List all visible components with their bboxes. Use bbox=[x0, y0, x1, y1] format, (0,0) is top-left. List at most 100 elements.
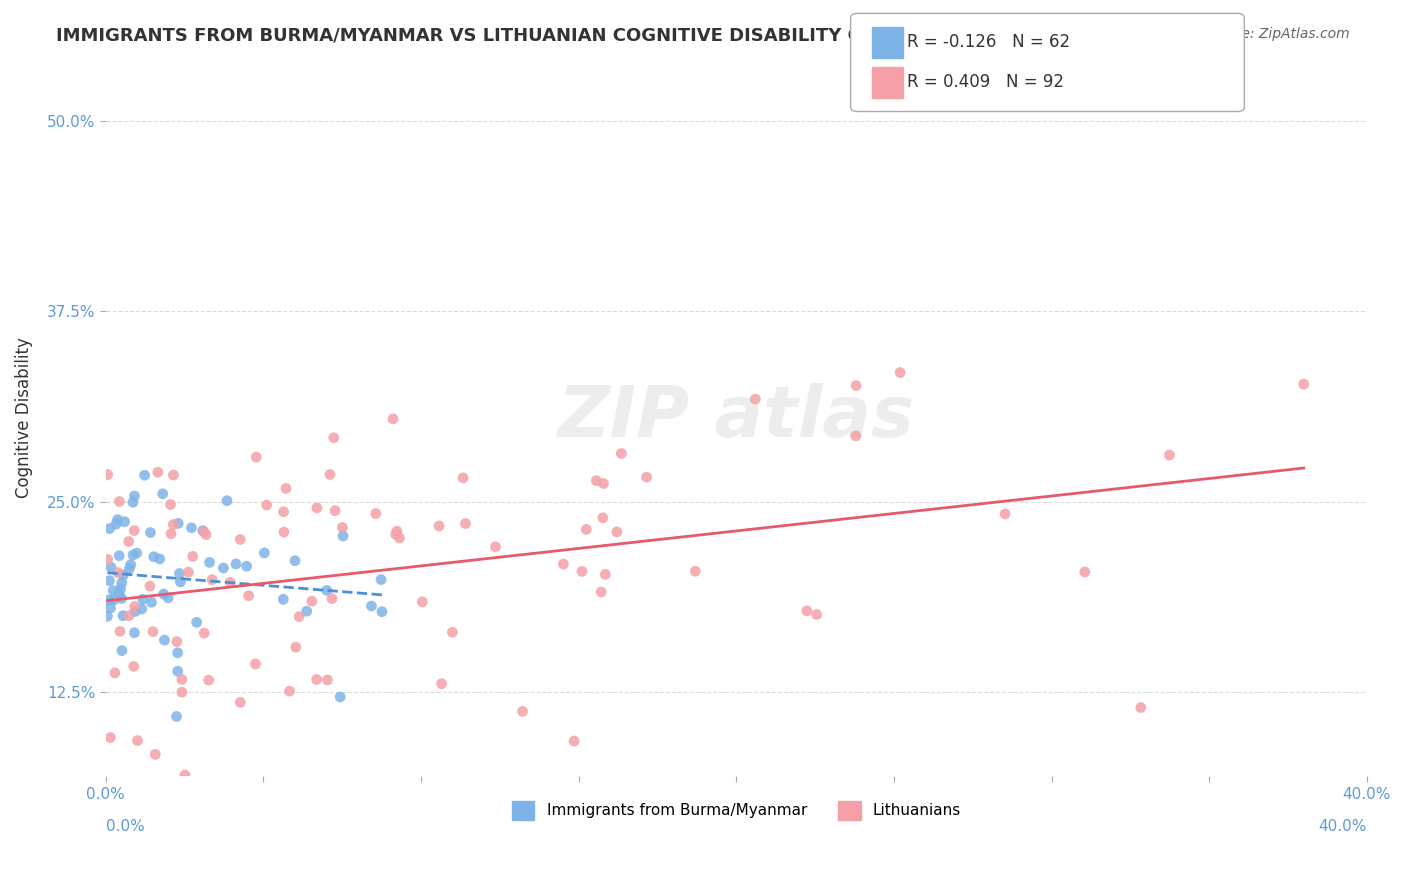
Point bbox=[100, 560, 122, 574]
Point bbox=[132, 592, 155, 607]
Point bbox=[181, 549, 204, 564]
Point bbox=[169, 566, 191, 581]
Point bbox=[174, 768, 197, 782]
Point bbox=[284, 640, 307, 655]
Text: Source: ZipAtlas.com: Source: ZipAtlas.com bbox=[1202, 27, 1350, 41]
Point bbox=[592, 510, 614, 524]
Point bbox=[388, 531, 411, 545]
Point bbox=[195, 527, 218, 541]
Point bbox=[685, 564, 707, 578]
Point bbox=[370, 573, 392, 587]
Point bbox=[139, 525, 162, 540]
Point bbox=[108, 549, 131, 563]
Point bbox=[152, 587, 174, 601]
Text: R = 0.409   N = 92: R = 0.409 N = 92 bbox=[907, 73, 1064, 91]
Point bbox=[103, 593, 125, 607]
Point bbox=[382, 412, 405, 426]
Point bbox=[323, 503, 346, 517]
Point bbox=[592, 476, 614, 491]
Point bbox=[111, 576, 134, 591]
Point bbox=[114, 515, 136, 529]
Point bbox=[305, 673, 328, 687]
Point bbox=[427, 519, 450, 533]
Text: IMMIGRANTS FROM BURMA/MYANMAR VS LITHUANIAN COGNITIVE DISABILITY CORRELATION CHA: IMMIGRANTS FROM BURMA/MYANMAR VS LITHUAN… bbox=[56, 27, 1063, 45]
Point bbox=[124, 489, 146, 503]
Point bbox=[430, 676, 453, 690]
Point bbox=[170, 673, 193, 687]
Point bbox=[553, 557, 575, 571]
Point bbox=[384, 527, 406, 541]
Point bbox=[139, 579, 162, 593]
Point bbox=[245, 450, 267, 464]
Point bbox=[127, 733, 149, 747]
Point bbox=[591, 585, 613, 599]
Point bbox=[152, 487, 174, 501]
Point bbox=[170, 685, 193, 699]
Point bbox=[104, 665, 127, 680]
Point bbox=[484, 540, 506, 554]
Point bbox=[108, 494, 131, 508]
Point bbox=[110, 582, 132, 596]
Point bbox=[111, 608, 134, 623]
Point bbox=[160, 526, 183, 541]
Point bbox=[371, 605, 394, 619]
Point bbox=[124, 625, 146, 640]
Point bbox=[585, 474, 607, 488]
Point bbox=[98, 574, 121, 588]
Point bbox=[108, 586, 131, 600]
Point bbox=[571, 565, 593, 579]
Point bbox=[385, 524, 408, 538]
Point bbox=[180, 521, 202, 535]
Point bbox=[288, 609, 311, 624]
Point bbox=[101, 583, 124, 598]
Point bbox=[97, 552, 120, 566]
Point bbox=[159, 498, 181, 512]
Point bbox=[153, 633, 176, 648]
Point bbox=[1292, 377, 1315, 392]
Point bbox=[295, 604, 318, 618]
Point bbox=[225, 557, 247, 571]
Text: R = -0.126   N = 62: R = -0.126 N = 62 bbox=[907, 33, 1070, 51]
Point bbox=[177, 565, 200, 579]
Point bbox=[143, 747, 166, 762]
Point bbox=[98, 522, 121, 536]
Point bbox=[166, 709, 188, 723]
Point bbox=[441, 625, 464, 640]
Point bbox=[562, 734, 585, 748]
Point bbox=[278, 684, 301, 698]
Point bbox=[142, 624, 165, 639]
Point bbox=[245, 657, 267, 671]
Point bbox=[364, 507, 387, 521]
Point bbox=[198, 556, 221, 570]
Point bbox=[806, 607, 828, 622]
Point bbox=[108, 624, 131, 639]
Point bbox=[512, 704, 534, 718]
Point bbox=[1074, 565, 1097, 579]
Point bbox=[193, 626, 215, 640]
Point bbox=[636, 470, 658, 484]
Point bbox=[606, 524, 628, 539]
Point bbox=[610, 446, 633, 460]
Point bbox=[329, 690, 352, 704]
Point bbox=[305, 500, 328, 515]
Point bbox=[157, 591, 180, 605]
Point bbox=[994, 507, 1017, 521]
Point bbox=[142, 549, 165, 564]
Text: ZIP atlas: ZIP atlas bbox=[558, 384, 915, 452]
Point bbox=[122, 659, 145, 673]
Point bbox=[141, 595, 163, 609]
Point bbox=[322, 431, 344, 445]
Point bbox=[253, 546, 276, 560]
Point bbox=[169, 574, 191, 589]
Point bbox=[215, 493, 238, 508]
Point bbox=[118, 561, 141, 575]
Point bbox=[131, 602, 153, 616]
Point bbox=[120, 558, 142, 572]
Point bbox=[122, 548, 145, 562]
Point bbox=[107, 513, 129, 527]
Point bbox=[212, 561, 235, 575]
Point bbox=[111, 591, 134, 606]
Point bbox=[197, 673, 219, 688]
Point bbox=[100, 601, 122, 615]
Point bbox=[219, 575, 242, 590]
